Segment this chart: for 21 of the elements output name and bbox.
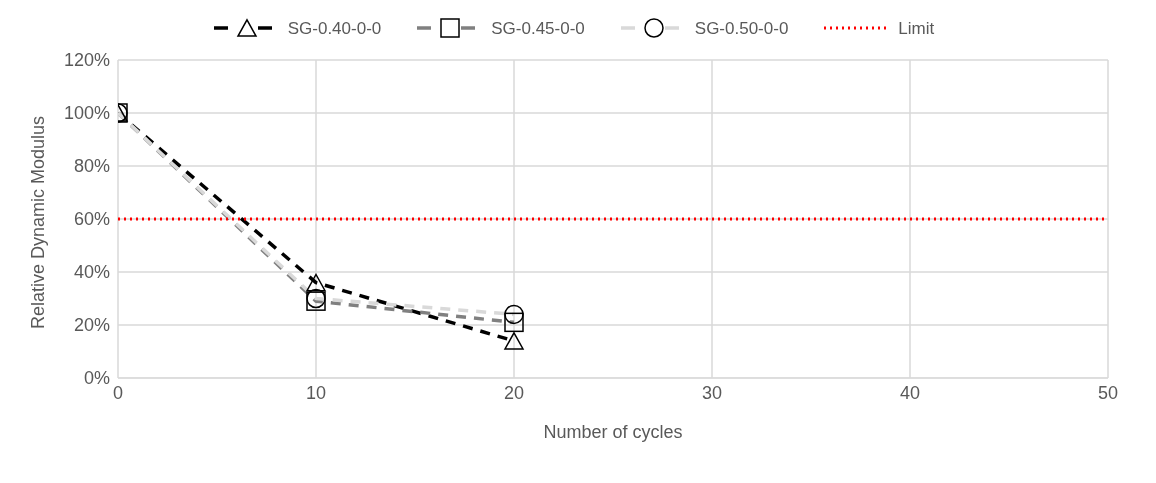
point <box>306 273 326 292</box>
y-tick-label: 100% <box>63 103 110 124</box>
y-tick-label: 60% <box>73 209 110 230</box>
x-axis-title: Number of cycles <box>543 422 683 442</box>
x-tick-label: 10 <box>305 382 327 403</box>
x-tick-label: 40 <box>899 382 921 403</box>
y-tick-label: 20% <box>73 315 110 336</box>
y-tick-label: 0% <box>83 368 110 389</box>
x-tick-label: 30 <box>701 382 723 403</box>
point <box>504 332 524 350</box>
y-axis-title: Relative Dynamic Modulus <box>28 115 49 329</box>
legend-label: Limit <box>898 19 935 39</box>
x-tick-label: 20 <box>503 382 525 403</box>
y-tick-label: 120% <box>63 50 110 71</box>
y-tick-label: 40% <box>73 262 110 283</box>
legend-label: SG-0.50-0-0 <box>694 19 789 39</box>
legend-label: SG-0.40-0-0 <box>287 19 382 39</box>
x-tick-label: 0 <box>112 382 124 403</box>
y-tick-label: 80% <box>73 156 110 177</box>
legend-label: SG-0.45-0-0 <box>491 19 585 39</box>
x-tick-label: 50 <box>1097 382 1119 403</box>
